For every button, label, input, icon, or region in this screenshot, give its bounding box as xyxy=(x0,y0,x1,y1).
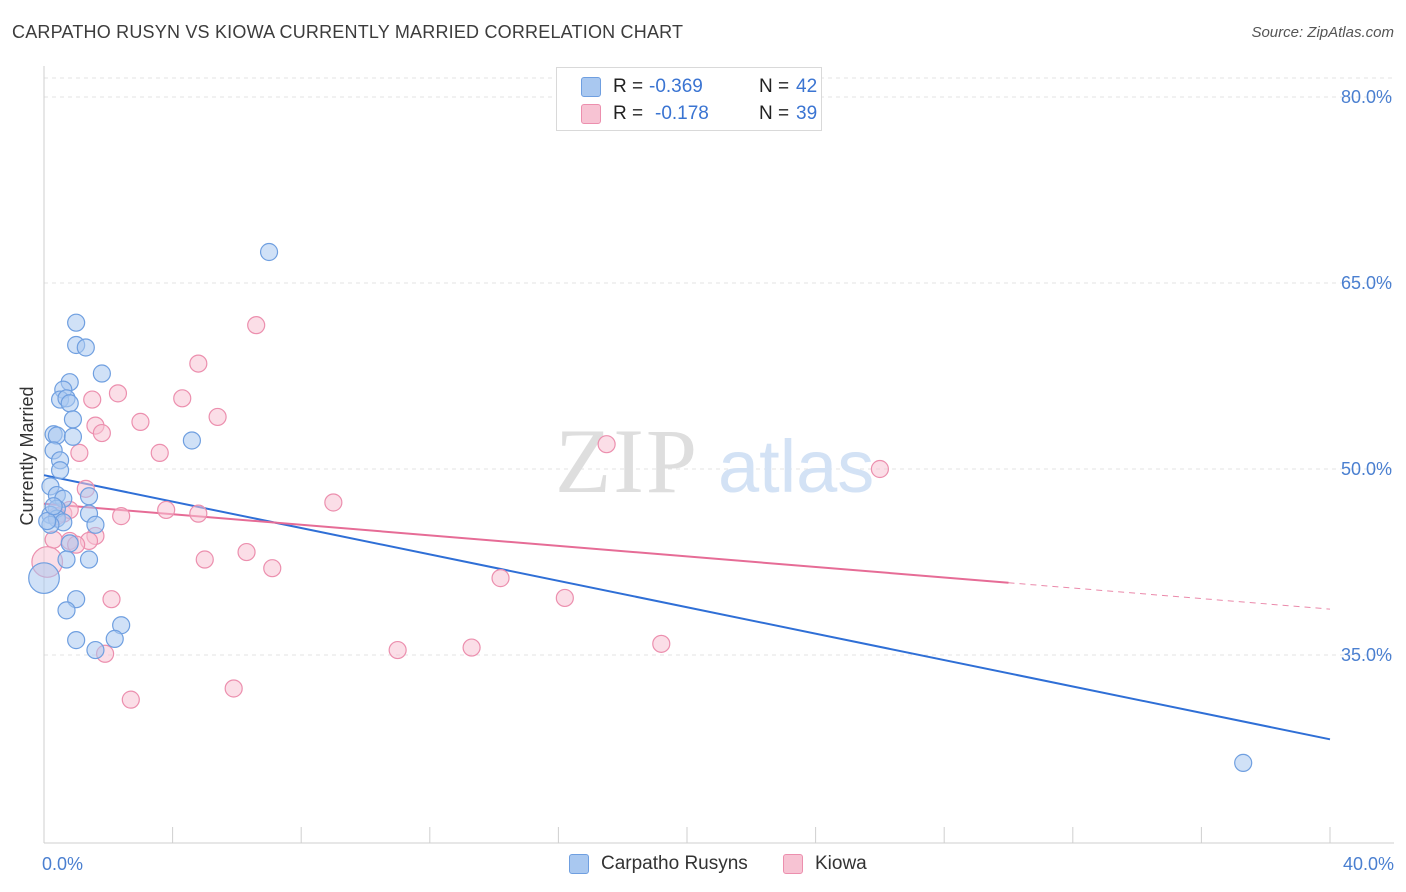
data-point-kiowa xyxy=(263,559,282,578)
data-point-carpatho xyxy=(105,629,124,648)
legend-swatch-kiowa xyxy=(581,104,601,124)
data-points xyxy=(28,242,1253,772)
legend-swatch-carpatho xyxy=(581,77,601,97)
bottom-legend-swatch-carpatho xyxy=(569,854,589,874)
data-point-carpatho xyxy=(79,487,99,506)
data-point-kiowa xyxy=(224,679,243,698)
data-point-kiowa xyxy=(102,590,121,609)
legend-r-label: R = xyxy=(613,103,644,124)
axes: 35.0% 50.0% 65.0% 80.0% 0.0% 40.0% xyxy=(42,66,1394,874)
legend-r-label: R = xyxy=(613,76,644,97)
legend-n-value: 39 xyxy=(796,103,818,124)
legend-n-value: 42 xyxy=(796,76,818,97)
data-point-carpatho xyxy=(60,394,79,413)
y-axis-title: Currently Married xyxy=(17,386,37,525)
data-point-kiowa xyxy=(491,569,510,588)
data-point-carpatho xyxy=(47,426,66,445)
data-point-kiowa xyxy=(121,690,140,709)
trend-line-carpatho xyxy=(43,474,1331,741)
legend-r-value: -0.178 xyxy=(655,103,709,124)
data-point-kiowa xyxy=(108,384,128,403)
data-point-carpatho xyxy=(67,313,86,332)
watermark-zip: ZIP xyxy=(555,410,699,512)
data-point-kiowa xyxy=(83,390,102,409)
data-point-carpatho xyxy=(1234,753,1253,772)
data-point-carpatho xyxy=(44,497,63,516)
data-point-kiowa xyxy=(237,542,256,562)
watermark: ZIP atlas xyxy=(555,410,874,512)
data-point-kiowa xyxy=(131,412,150,431)
y-tick-label: 80.0% xyxy=(1341,87,1392,107)
data-point-carpatho xyxy=(79,550,99,569)
grid-lines xyxy=(44,77,1394,656)
bottom-legend-label-carpatho: Carpatho Rusyns xyxy=(601,853,748,874)
data-point-carpatho xyxy=(57,601,76,620)
legend-n-label: N = xyxy=(759,76,790,97)
watermark-atlas: atlas xyxy=(718,425,874,508)
data-point-kiowa xyxy=(555,588,574,608)
data-point-kiowa xyxy=(462,638,481,657)
trend-lines xyxy=(43,474,1331,741)
bottom-legend-swatch-kiowa xyxy=(783,854,803,874)
chart-title: CARPATHO RUSYN VS KIOWA CURRENTLY MARRIE… xyxy=(12,22,684,42)
data-point-carpatho xyxy=(86,515,105,534)
x-tick-label: 0.0% xyxy=(42,854,83,874)
y-tick-label: 50.0% xyxy=(1341,459,1392,479)
data-point-kiowa xyxy=(157,500,176,520)
data-point-kiowa xyxy=(92,423,111,443)
legend-n-label: N = xyxy=(759,103,790,124)
data-point-carpatho xyxy=(28,562,60,595)
data-point-kiowa xyxy=(44,530,63,549)
data-point-kiowa xyxy=(388,640,407,660)
data-point-kiowa xyxy=(70,443,89,462)
data-point-kiowa xyxy=(247,316,266,335)
data-point-carpatho xyxy=(76,338,95,357)
data-point-kiowa xyxy=(870,459,890,479)
data-point-kiowa xyxy=(597,435,616,454)
correlation-legend: R = -0.369 N = 42 R = -0.178 N = 39 xyxy=(556,67,822,131)
data-point-carpatho xyxy=(63,427,83,446)
data-point-carpatho xyxy=(259,242,279,262)
data-point-kiowa xyxy=(112,507,131,526)
trend-line-kiowa xyxy=(43,502,1009,584)
legend-r-value: -0.369 xyxy=(649,76,703,97)
data-point-carpatho xyxy=(50,461,70,480)
data-point-kiowa xyxy=(189,354,208,373)
data-point-kiowa xyxy=(150,443,169,462)
chart-source: Source: ZipAtlas.com xyxy=(1251,24,1394,41)
data-point-kiowa xyxy=(173,389,192,408)
x-tick-label: 40.0% xyxy=(1343,854,1394,874)
data-point-kiowa xyxy=(208,407,227,427)
data-point-carpatho xyxy=(60,534,79,553)
data-point-kiowa xyxy=(195,550,214,569)
trend-line-dashed-kiowa xyxy=(1008,582,1331,610)
y-tick-label: 65.0% xyxy=(1341,273,1392,293)
data-point-carpatho xyxy=(63,410,83,429)
bottom-legend-label-kiowa: Kiowa xyxy=(815,853,867,874)
data-point-kiowa xyxy=(652,634,671,653)
data-point-kiowa xyxy=(324,493,343,512)
data-point-carpatho xyxy=(67,631,86,650)
data-point-carpatho xyxy=(57,550,76,569)
data-point-kiowa xyxy=(189,504,208,523)
data-point-carpatho xyxy=(92,364,111,383)
data-point-carpatho xyxy=(86,640,105,660)
data-point-carpatho xyxy=(182,431,201,450)
y-tick-label: 35.0% xyxy=(1341,645,1392,665)
